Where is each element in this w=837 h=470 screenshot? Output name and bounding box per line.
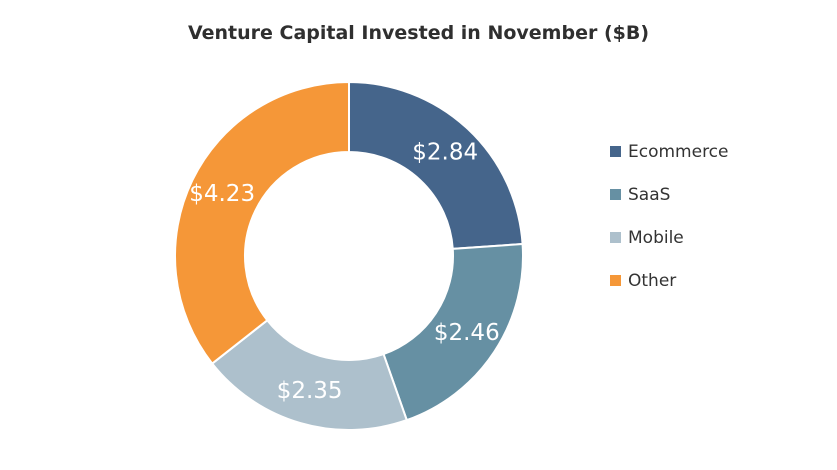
data-label-saas: $2.46 (434, 320, 500, 346)
donut-slices (174, 80, 524, 431)
legend-swatch (610, 232, 621, 243)
legend-swatch (610, 189, 621, 200)
data-label-other: $4.23 (189, 181, 255, 207)
legend-swatch (610, 146, 621, 157)
data-label-mobile: $2.35 (277, 378, 343, 404)
slice-other (174, 80, 350, 365)
chart-title: Venture Capital Invested in November ($B… (187, 22, 650, 44)
legend-label: Ecommerce (628, 141, 729, 162)
legend-label: Other (628, 270, 677, 291)
legend-item-saas: SaaS (610, 173, 729, 216)
legend-swatch (610, 275, 621, 286)
slice-saas (382, 242, 524, 422)
data-label-ecommerce: $2.84 (412, 139, 478, 165)
legend: Ecommerce SaaS Mobile Other (610, 130, 729, 302)
legend-item-other: Other (610, 259, 729, 302)
slice-ecommerce (348, 80, 524, 250)
slice-labels: $2.84 $2.46 $2.35 $4.23 (189, 139, 499, 403)
legend-item-ecommerce: Ecommerce (610, 130, 729, 173)
legend-item-mobile: Mobile (610, 216, 729, 259)
legend-label: Mobile (628, 227, 684, 248)
legend-label: SaaS (628, 184, 671, 205)
